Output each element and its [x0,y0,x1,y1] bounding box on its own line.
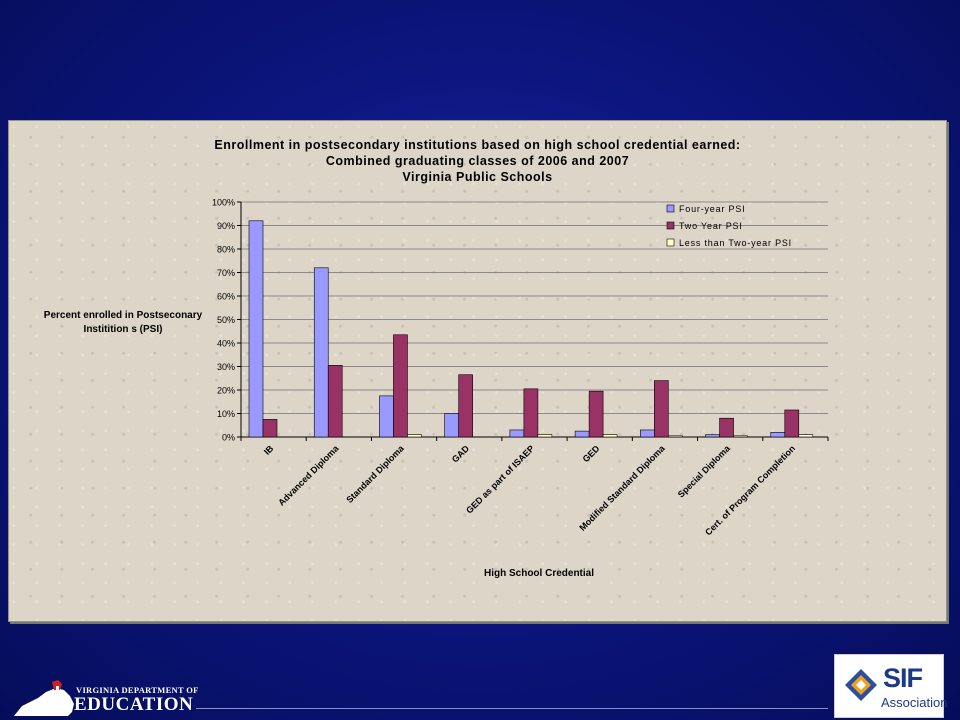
bar-four-year-psi-5 [574,430,590,438]
y-tick-label: 30% [217,362,235,372]
vdoe-department-text: VIRGINIA DEPARTMENT OF [76,685,199,695]
x-tick-label: Special Diploma [676,443,733,500]
sif-association-text: Association [881,695,948,710]
y-axis-label-line-1: Percent enrolled in Postseconary [43,310,203,321]
sif-name: SIF [883,663,923,693]
bar-less-than-two-year-psi-7 [733,435,748,438]
bar-four-year-psi-8 [770,431,786,438]
legend-swatch-less-than-two-year-psi [666,238,675,247]
bar-two-year-psi-8 [784,409,800,438]
bar-four-year-psi-0 [248,220,264,438]
x-axis-label: High School Credential [483,568,594,579]
x-tick-label: IB [262,443,276,457]
footer-divider [196,708,828,709]
bar-four-year-psi-3 [444,413,459,438]
bar-two-year-psi-3 [458,374,473,438]
vdoe-education-text: EDUCATION [74,694,194,715]
legend-label-two-year-psi: Two Year PSI [679,221,743,231]
legend-label-four-year-psi: Four-year PSI [679,204,745,214]
bar-four-year-psi-1 [313,267,329,438]
bar-four-year-psi-2 [379,395,394,438]
y-tick-label: 90% [217,221,235,231]
chart-title-line-2: Combined graduating classes of 2006 and … [325,154,630,168]
virginia-state-icon [14,680,74,716]
bar-four-year-psi-6 [640,429,655,438]
bar-less-than-two-year-psi-2 [407,434,422,438]
sif-association-logo: SIF Association [834,654,948,718]
x-tick-label: Advanced Diploma [276,443,341,508]
bar-less-than-two-year-psi-4 [537,434,553,438]
x-tick-label: GED [581,443,602,464]
bar-two-year-psi-4 [523,388,539,438]
bar-two-year-psi-0 [262,419,278,438]
y-tick-label: 100% [212,198,235,208]
x-tick-label: GED as part of ISAEP [464,443,536,515]
bar-two-year-psi-1 [327,365,343,438]
bar-chart: 0% 10% 20% 30% 40% 50% 60% 70% 80% 90% 100% IB Advan… [212,198,829,537]
bar-two-year-psi-2 [393,334,408,438]
chart-panel: Enrollment in postsecondary institutions… [8,120,947,622]
legend-swatch-two-year-psi [666,221,675,230]
chart-title-line-1: Enrollment in postsecondary institutions… [214,138,741,152]
y-tick-label: 80% [217,245,235,255]
y-tick-label: 60% [217,292,235,302]
bar-less-than-two-year-psi-5 [602,434,618,438]
sif-diamond-icon [845,669,877,701]
bar-four-year-psi-7 [705,434,720,438]
x-tick-label: Standard Diploma [344,443,406,505]
bar-less-than-two-year-psi-6 [668,435,683,438]
y-axis-label-line-2: Institition s (PSI) [83,324,163,335]
bar-less-than-two-year-psi-8 [798,434,814,438]
bar-two-year-psi-5 [588,390,604,438]
y-tick-label: 10% [217,409,235,419]
x-tick-label: GAD [450,443,472,465]
legend-label-less-than-two-year-psi: Less than Two-year PSI [679,238,792,248]
y-axis-label: Percent enrolled in Postseconary Institi… [23,309,223,337]
y-tick-label: 40% [217,339,235,349]
bar-two-year-psi-7 [719,417,734,438]
y-tick-label: 20% [217,386,235,396]
y-tick-label: 0% [222,433,235,443]
y-tick-label: 70% [217,268,235,278]
chart-title-line-3: Virginia Public Schools [402,170,553,184]
legend-swatch-four-year-psi [666,204,675,213]
y-tick-label: 50% [217,315,235,325]
bar-two-year-psi-6 [654,380,669,438]
bar-four-year-psi-4 [509,429,525,438]
